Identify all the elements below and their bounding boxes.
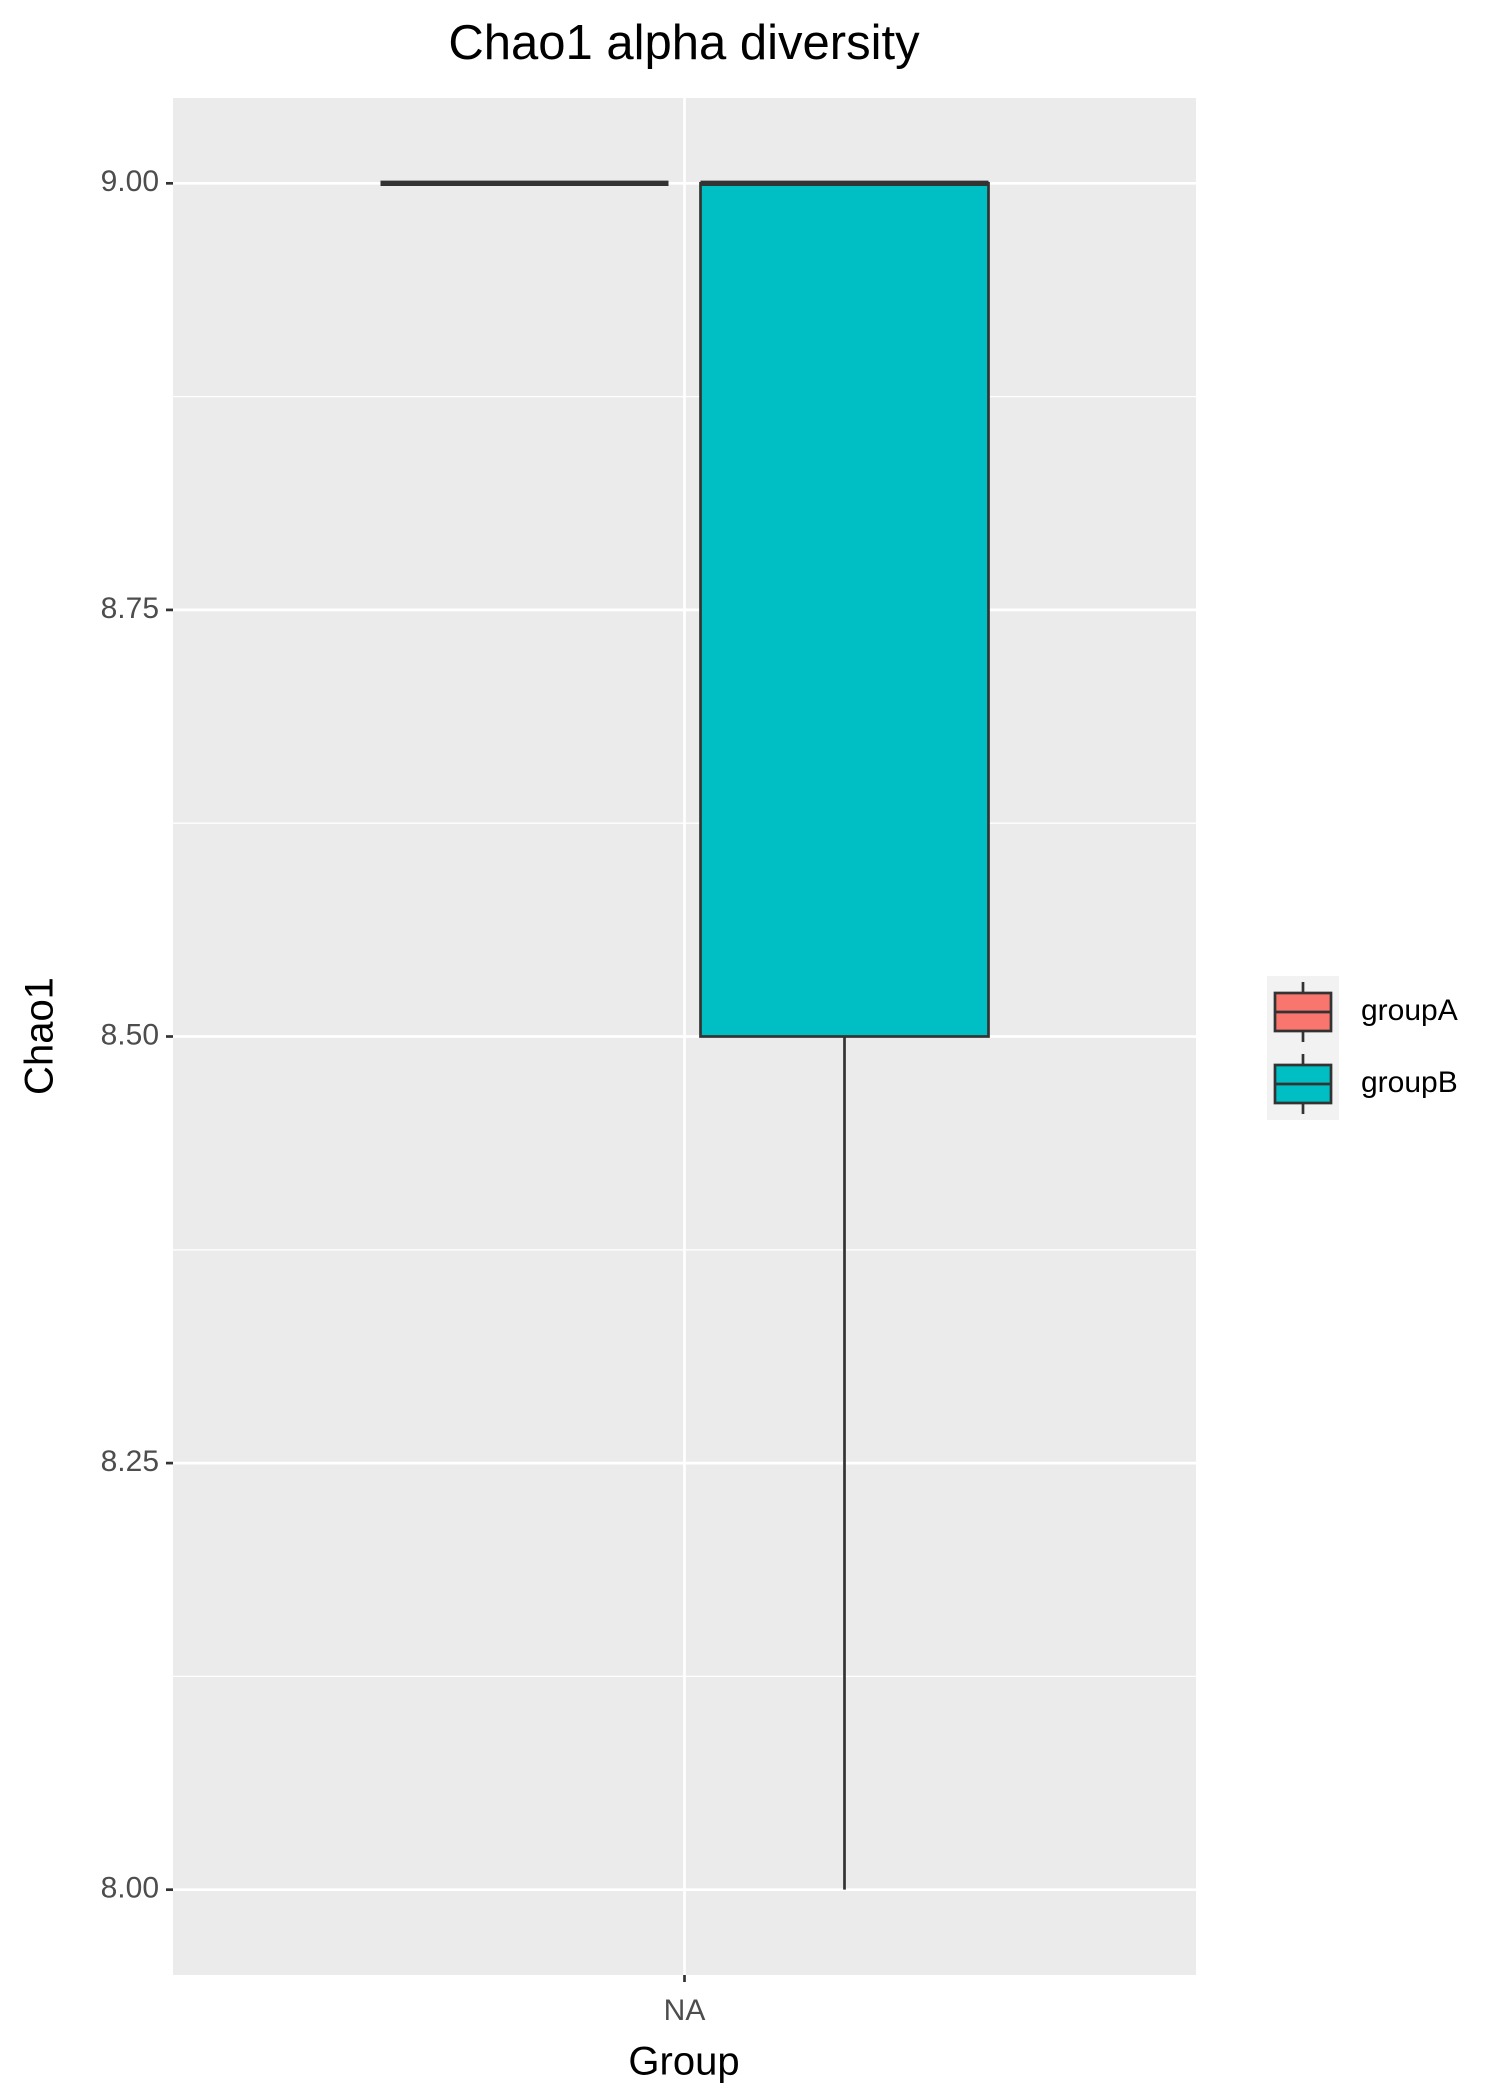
y-axis-title: Chao1 xyxy=(18,977,62,1095)
legend-label: groupB xyxy=(1361,1066,1458,1099)
box xyxy=(699,181,990,1038)
y-tick-label: 8.75 xyxy=(101,592,159,625)
x-tick-label: NA xyxy=(664,1994,706,2027)
x-axis-title: Group xyxy=(628,2040,739,2084)
y-tick-label: 8.00 xyxy=(101,1872,159,1905)
y-tick-label: 8.50 xyxy=(101,1018,159,1051)
y-tick-label: 9.00 xyxy=(101,165,159,198)
chart-title: Chao1 alpha diversity xyxy=(448,16,920,70)
y-tick-label: 8.25 xyxy=(101,1445,159,1478)
legend-label: groupA xyxy=(1361,994,1458,1027)
